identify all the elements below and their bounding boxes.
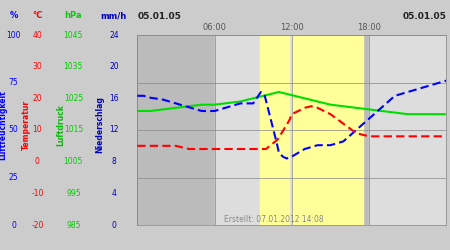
Text: Temperatur: Temperatur bbox=[22, 100, 31, 150]
Text: 05.01.05: 05.01.05 bbox=[137, 12, 181, 21]
Text: 10: 10 bbox=[32, 126, 42, 134]
Text: 24: 24 bbox=[109, 30, 119, 40]
Text: 25: 25 bbox=[9, 173, 18, 182]
Text: 30: 30 bbox=[32, 62, 42, 71]
Text: Erstellt: 07.01.2012 14:08: Erstellt: 07.01.2012 14:08 bbox=[224, 215, 324, 224]
Text: mm/h: mm/h bbox=[101, 11, 127, 20]
Text: hPa: hPa bbox=[65, 11, 82, 20]
Bar bbox=[215, 35, 292, 225]
Text: 8: 8 bbox=[112, 157, 116, 166]
Text: 18:00: 18:00 bbox=[357, 24, 381, 32]
Text: 1035: 1035 bbox=[63, 62, 83, 71]
Text: °C: °C bbox=[32, 11, 43, 20]
Text: 985: 985 bbox=[66, 220, 81, 230]
Text: 05.01.05: 05.01.05 bbox=[402, 12, 446, 21]
Bar bbox=[292, 35, 363, 225]
Text: 06:00: 06:00 bbox=[202, 24, 226, 32]
Text: 12:00: 12:00 bbox=[280, 24, 304, 32]
Text: 1015: 1015 bbox=[64, 126, 83, 134]
Text: 4: 4 bbox=[112, 189, 116, 198]
Text: -10: -10 bbox=[31, 189, 44, 198]
Text: 0: 0 bbox=[35, 157, 40, 166]
Text: 16: 16 bbox=[109, 94, 119, 103]
Text: 100: 100 bbox=[6, 30, 21, 40]
Text: 75: 75 bbox=[9, 78, 18, 87]
Text: 995: 995 bbox=[66, 189, 81, 198]
Text: 1045: 1045 bbox=[63, 30, 83, 40]
Text: Luftfeuchtigkeit: Luftfeuchtigkeit bbox=[0, 90, 7, 160]
Text: 50: 50 bbox=[9, 126, 18, 134]
Text: 0: 0 bbox=[112, 220, 116, 230]
Bar bbox=[369, 35, 446, 225]
Text: -20: -20 bbox=[31, 220, 44, 230]
Bar bbox=[260, 35, 289, 225]
Text: Niederschlag: Niederschlag bbox=[95, 96, 104, 154]
Text: 1025: 1025 bbox=[64, 94, 83, 103]
Text: %: % bbox=[9, 11, 18, 20]
Bar bbox=[137, 35, 215, 225]
Bar bbox=[292, 35, 369, 225]
Text: 1005: 1005 bbox=[63, 157, 83, 166]
Text: 0: 0 bbox=[11, 220, 16, 230]
Text: 20: 20 bbox=[109, 62, 119, 71]
Text: 12: 12 bbox=[109, 126, 119, 134]
Text: Luftdruck: Luftdruck bbox=[56, 104, 65, 146]
Text: 20: 20 bbox=[32, 94, 42, 103]
Text: 40: 40 bbox=[32, 30, 42, 40]
